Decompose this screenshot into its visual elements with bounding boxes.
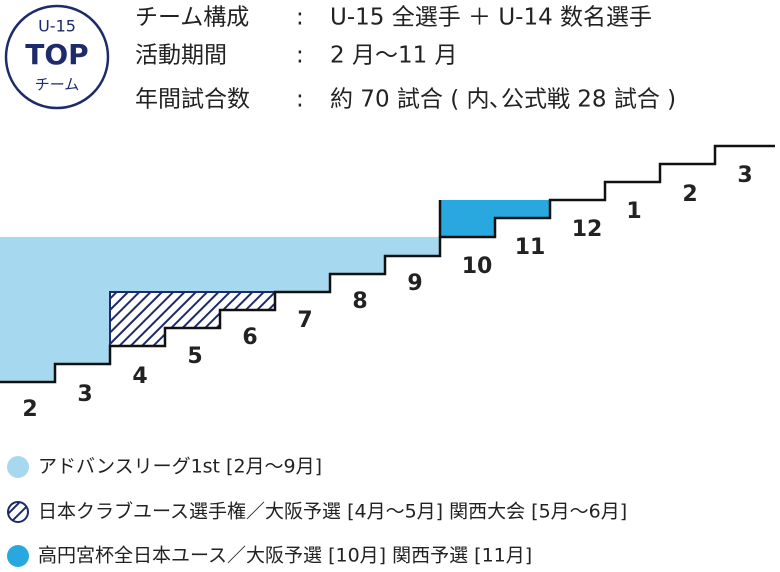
info-label: チーム構成: [135, 5, 249, 31]
legend-swatch: [7, 501, 29, 523]
month-label: 3: [737, 163, 752, 188]
month-label: 2: [22, 397, 37, 422]
badge-text: チーム: [35, 76, 80, 94]
month-label: 4: [132, 364, 147, 389]
staircase: [0, 144, 775, 384]
badge-text: U-15: [38, 17, 76, 36]
month-label: 1: [626, 199, 641, 224]
month-label: 3: [77, 382, 92, 407]
info-value: U-15 全選手 ＋ U-14 数名選手: [330, 5, 652, 31]
legend-text: 日本クラブユース選手権／大阪予選 [4月〜5月] 関西大会 [5月〜6月]: [38, 500, 627, 523]
legend-text: アドバンスリーグ1st [2月〜9月]: [38, 456, 322, 478]
info-label: 活動期間: [135, 43, 227, 69]
info-value: 約 70 試合 ( 内､公式戦 28 試合 ): [330, 87, 676, 113]
month-label: 8: [352, 289, 367, 314]
info-label: 年間試合数: [135, 87, 250, 113]
month-label: 12: [572, 217, 603, 242]
month-label: 11: [515, 235, 546, 260]
info-value: 2 月〜11 月: [330, 43, 458, 69]
badge: [4, 4, 110, 110]
info-sep: :: [296, 43, 304, 69]
legend-swatch: [7, 456, 29, 478]
info-sep: :: [296, 87, 304, 113]
info-sep: :: [296, 5, 304, 31]
month-label: 6: [242, 325, 257, 350]
legend-swatch: [7, 545, 29, 567]
month-label: 10: [462, 254, 493, 279]
month-label: 2: [682, 182, 697, 207]
badge-text: TOP: [25, 38, 88, 71]
legend-text: 高円宮杯全日本ユース／大阪予選 [10月] 関西予選 [11月]: [38, 545, 532, 567]
month-label: 7: [297, 308, 312, 333]
month-label: 5: [187, 344, 202, 369]
month-label: 9: [407, 271, 422, 296]
